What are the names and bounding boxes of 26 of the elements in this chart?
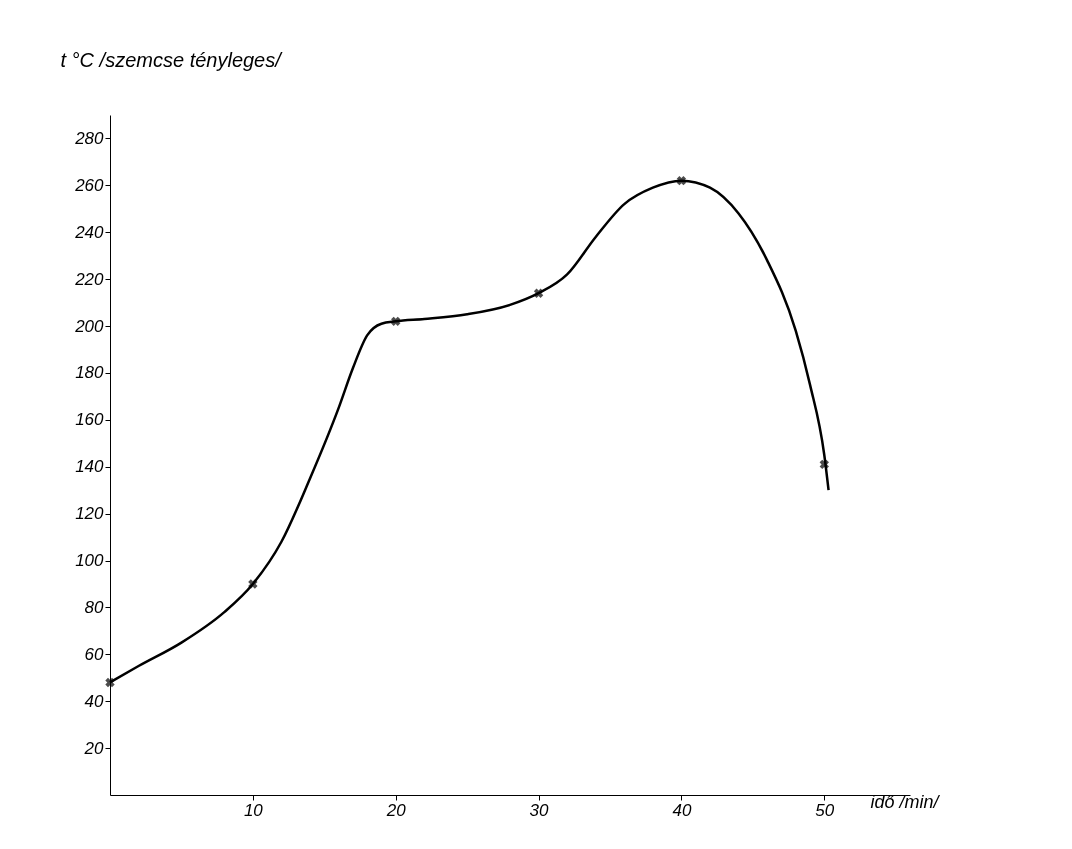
x-tick-label: 10 — [243, 800, 264, 820]
y-tick-label: 100 — [75, 551, 105, 571]
y-tick-label: 80 — [84, 597, 105, 617]
point — [819, 459, 829, 470]
point — [391, 316, 401, 327]
y-tick-label: 20 — [83, 738, 105, 758]
point — [248, 579, 258, 589]
y-tick-label: 40 — [84, 691, 105, 711]
y-tick-label: 280 — [74, 128, 105, 148]
y-axis-title: t °C /szemcse tényleges/ — [60, 48, 284, 71]
y-tick-label: 160 — [75, 410, 105, 430]
x-tick-label: 30 — [529, 800, 550, 820]
y-tick-label: 240 — [74, 222, 105, 242]
point — [105, 677, 115, 688]
y-tick-label: 180 — [75, 363, 105, 383]
x-tick-label: 20 — [385, 800, 407, 820]
y-tick-label: 220 — [74, 269, 105, 289]
point — [533, 288, 544, 298]
y-tick-label: 120 — [75, 504, 105, 524]
x-tick-label: 40 — [672, 800, 692, 820]
y-tick-label: 60 — [84, 644, 105, 664]
point — [676, 175, 687, 186]
y-tick-label: 140 — [75, 457, 105, 477]
x-tick-label: 50 — [815, 800, 835, 820]
y-tick-label: 260 — [74, 175, 105, 195]
y-tick-label: 200 — [74, 316, 105, 336]
